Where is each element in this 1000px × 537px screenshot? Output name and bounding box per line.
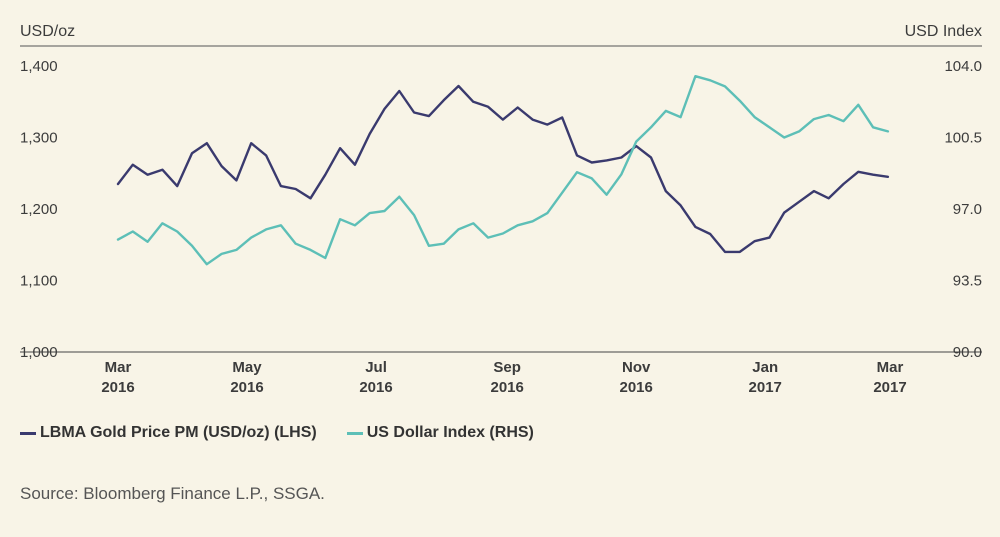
legend-label-gold: LBMA Gold Price PM (USD/oz) (LHS) <box>40 424 317 441</box>
legend-label-usd-index: US Dollar Index (RHS) <box>366 424 534 441</box>
left-y-tick-label: 1,300 <box>20 130 58 147</box>
right-y-tick-label: 104.0 <box>944 58 982 75</box>
x-tick-label-year: 2017 <box>749 379 782 396</box>
left-axis-unit-label: USD/oz <box>20 23 75 40</box>
x-tick-label-year: 2016 <box>230 379 263 396</box>
right-y-tick-label: 100.5 <box>944 130 982 147</box>
x-tick-label-month: Jul <box>365 359 387 376</box>
left-y-tick-label: 1,200 <box>20 201 58 218</box>
x-tick-label-month: Mar <box>877 359 904 376</box>
x-tick-label-year: 2016 <box>101 379 134 396</box>
right-y-tick-label: 93.5 <box>953 273 982 290</box>
x-tick-label-month: Mar <box>105 359 132 376</box>
legend-item-usd-index: US Dollar Index (RHS) <box>346 424 534 442</box>
x-tick-label-year: 2016 <box>490 379 523 396</box>
legend: LBMA Gold Price PM (USD/oz) (LHS) US Dol… <box>20 424 564 442</box>
source-note: Source: Bloomberg Finance L.P., SSGA. <box>20 484 325 503</box>
right-y-tick-label: 90.0 <box>953 344 982 361</box>
x-tick-label-month: May <box>232 359 262 376</box>
series-line-gold-price <box>116 84 890 254</box>
x-tick-label-year: 2017 <box>873 379 906 396</box>
axis-layer: 1,400 1,300 1,200 1,100 1,000 104.0 100.5 97.0 9… <box>20 45 982 396</box>
x-tick-label-month: Nov <box>622 359 651 376</box>
x-tick-label-month: Jan <box>752 359 778 376</box>
x-tick-label-year: 2016 <box>359 379 392 396</box>
legend-swatch-usd-index <box>346 431 363 435</box>
x-tick-label-year: 2016 <box>620 379 653 396</box>
left-y-tick-label: 1,000 <box>20 344 58 361</box>
x-tick-label-month: Sep <box>493 359 521 376</box>
right-axis-unit-label: USD Index <box>905 23 982 40</box>
chart-svg: 1,400 1,300 1,200 1,100 1,000 104.0 100.5 97.0 9… <box>20 23 982 396</box>
legend-item-gold: LBMA Gold Price PM (USD/oz) (LHS) <box>20 424 317 442</box>
legend-swatch-gold <box>20 431 36 435</box>
left-y-tick-label: 1,100 <box>20 273 58 290</box>
series-layer <box>116 74 890 266</box>
right-y-tick-label: 97.0 <box>953 201 982 218</box>
left-y-tick-label: 1,400 <box>20 58 58 75</box>
series-line-usd-index <box>116 74 890 266</box>
